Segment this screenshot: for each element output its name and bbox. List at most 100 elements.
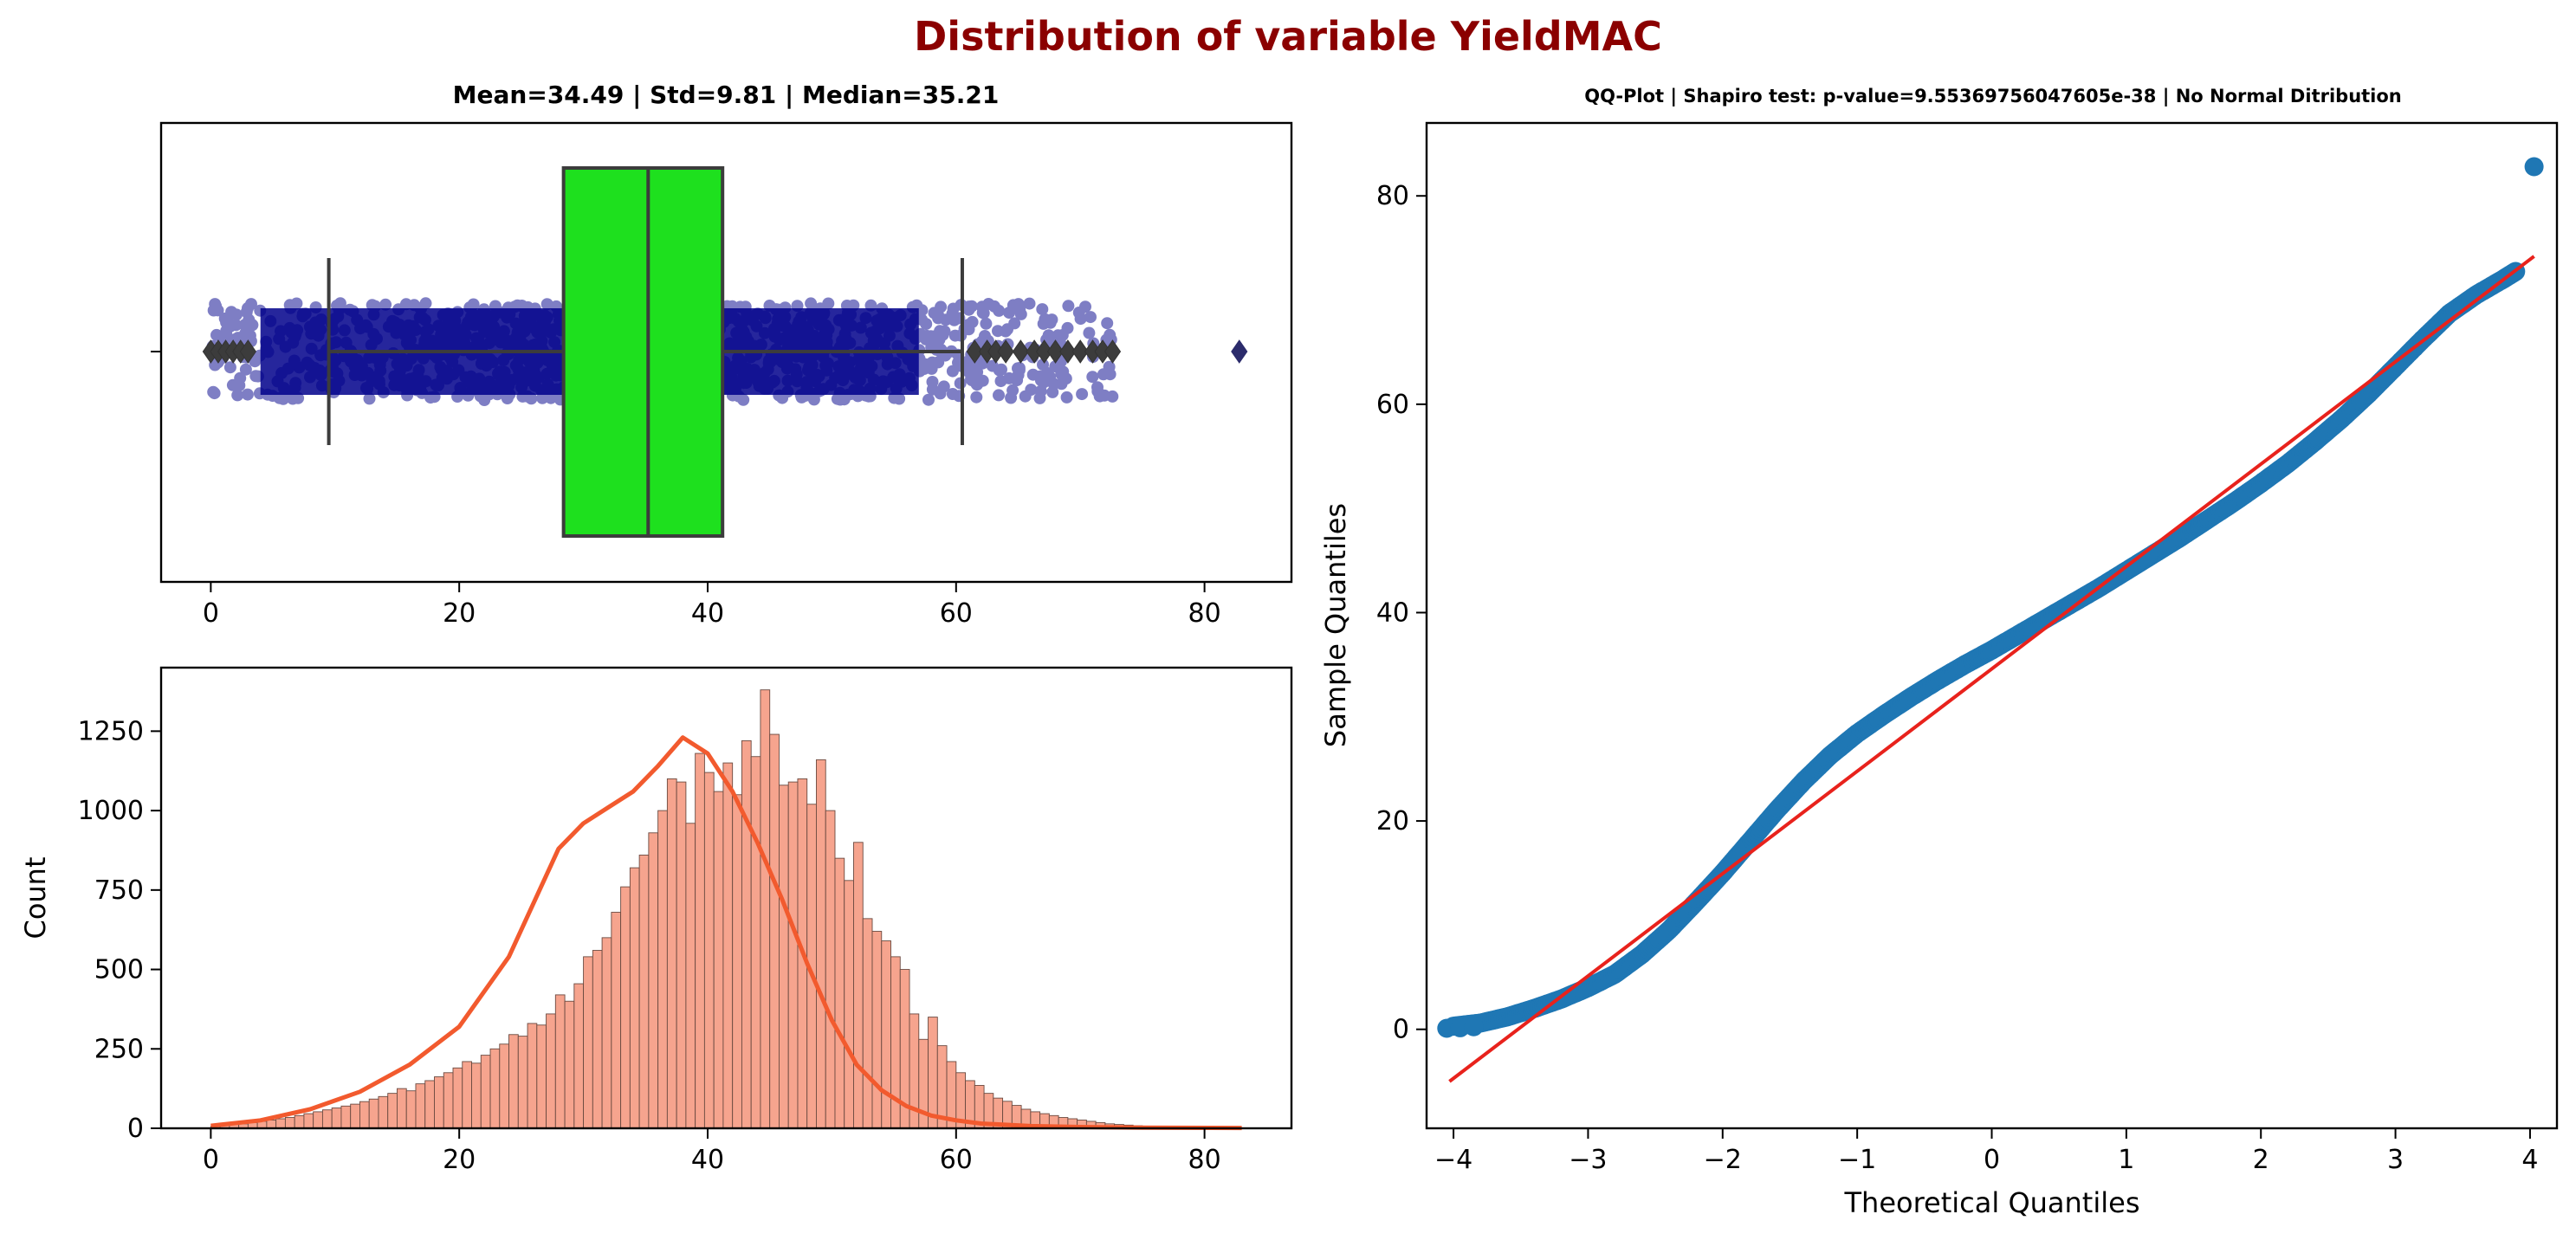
strip-point xyxy=(223,361,236,374)
strip-point xyxy=(1061,321,1074,334)
histogram-bar xyxy=(769,733,780,1129)
strip-point xyxy=(239,363,252,376)
histogram-bar xyxy=(573,983,585,1129)
strip-point xyxy=(970,391,983,404)
qq-plot-panel: QQ-Plot | Shapiro test: p-value=9.553697… xyxy=(1319,86,2559,1219)
strip-point xyxy=(919,358,932,371)
histogram-bar xyxy=(489,1048,501,1129)
strip-point xyxy=(1060,391,1073,404)
histogram-bar xyxy=(881,940,891,1129)
outlier-marker xyxy=(966,339,983,364)
boxplot-x-axis: 0 20 40 60 80 xyxy=(151,351,1221,629)
strip-point xyxy=(240,306,253,319)
histogram-bar xyxy=(703,772,715,1129)
strip-point xyxy=(1084,311,1097,324)
strip-point xyxy=(1059,372,1072,385)
strip-point xyxy=(1000,325,1012,338)
x-tick-label: 80 xyxy=(1188,598,1221,629)
histogram-bar xyxy=(499,1043,509,1129)
qq-x-label: Theoretical Quantiles xyxy=(1844,1186,2140,1219)
histogram-bar xyxy=(638,855,650,1129)
strip-point xyxy=(930,343,943,356)
strip-point xyxy=(946,388,959,400)
x-tick-label: 20 xyxy=(443,1145,476,1175)
histogram-bar xyxy=(387,1093,398,1129)
histogram-bar xyxy=(480,1055,491,1129)
histogram-bar xyxy=(527,1023,538,1129)
strip-point xyxy=(962,323,975,336)
outlier-marker xyxy=(239,339,256,364)
histogram-bar xyxy=(750,756,761,1129)
strip-point xyxy=(980,317,993,330)
x-tick-label: 4 xyxy=(2521,1145,2538,1175)
histogram-bar xyxy=(434,1076,444,1129)
y-tick-label: 1000 xyxy=(78,796,144,826)
x-tick-label: 40 xyxy=(691,598,724,629)
histogram-bar xyxy=(397,1088,407,1129)
strip-point xyxy=(922,393,935,406)
y-tick-label: 500 xyxy=(94,955,144,985)
histogram-bar xyxy=(405,1090,417,1129)
y-tick-label: 0 xyxy=(127,1114,144,1144)
histogram-bar xyxy=(928,1017,938,1129)
boxplot-title: Mean=34.49 | Std=9.81 | Median=35.21 xyxy=(453,81,1000,109)
x-tick-label: −4 xyxy=(1434,1145,1472,1175)
histogram-bar xyxy=(722,762,734,1129)
y-tick-label: 0 xyxy=(1393,1015,1409,1045)
histogram-bar xyxy=(546,1013,556,1129)
histogram-bar xyxy=(508,1034,519,1129)
qq-point xyxy=(1437,1018,1457,1038)
x-tick-label: 0 xyxy=(1984,1145,2000,1175)
histogram-bar xyxy=(844,880,854,1129)
strip-point xyxy=(1091,381,1104,394)
outlier-marker xyxy=(1059,339,1077,364)
histogram-bar xyxy=(536,1024,547,1129)
strip-point xyxy=(231,389,244,402)
strip-point xyxy=(1003,371,1016,384)
x-tick-label: 20 xyxy=(443,598,476,629)
strip-point xyxy=(965,300,978,313)
histogram-bar xyxy=(620,886,631,1129)
histogram-bar xyxy=(424,1080,435,1129)
histogram-frame xyxy=(159,666,1293,1130)
strip-point xyxy=(283,299,296,312)
boxplot-content xyxy=(202,166,1248,538)
histogram-content xyxy=(210,689,1255,1131)
outlier-marker xyxy=(1036,339,1053,364)
strip-point xyxy=(1025,384,1038,396)
strip-point xyxy=(947,302,960,315)
outlier-marker xyxy=(1046,339,1065,364)
strip-point xyxy=(1047,378,1060,391)
strip-point xyxy=(249,370,262,383)
qq-reference-line xyxy=(1448,255,2535,1083)
strip-point xyxy=(954,377,967,390)
y-tick-label: 80 xyxy=(1376,181,1409,211)
histogram-axes: 0 20 40 60 80 0 250 500 750 1000 1250 xyxy=(78,716,1221,1175)
strip-point xyxy=(211,304,224,317)
strip-point xyxy=(1083,326,1096,339)
strip-point xyxy=(246,319,259,332)
strip-point xyxy=(1076,388,1089,401)
histogram-bar xyxy=(350,1103,360,1129)
strip-point xyxy=(976,307,989,320)
strip-point xyxy=(1101,317,1114,330)
histogram-bar xyxy=(303,1113,314,1129)
y-tick-label: 750 xyxy=(94,875,144,906)
strip-point xyxy=(218,312,231,325)
histogram-bar xyxy=(611,912,622,1129)
strip-point xyxy=(243,329,256,342)
histogram-bar xyxy=(713,791,724,1129)
strip-point xyxy=(805,297,818,310)
strip-point xyxy=(932,356,945,369)
histogram-bar xyxy=(666,778,677,1129)
strip-point xyxy=(1033,370,1046,383)
histogram-bar xyxy=(787,781,799,1129)
histogram-bar xyxy=(284,1117,295,1129)
strip-point xyxy=(1086,371,1099,384)
histogram-bar xyxy=(657,810,668,1129)
y-tick-label: 20 xyxy=(1376,806,1409,836)
strip-point xyxy=(993,389,1005,402)
histogram-bar xyxy=(825,810,836,1129)
y-tick-label: 250 xyxy=(94,1034,144,1064)
